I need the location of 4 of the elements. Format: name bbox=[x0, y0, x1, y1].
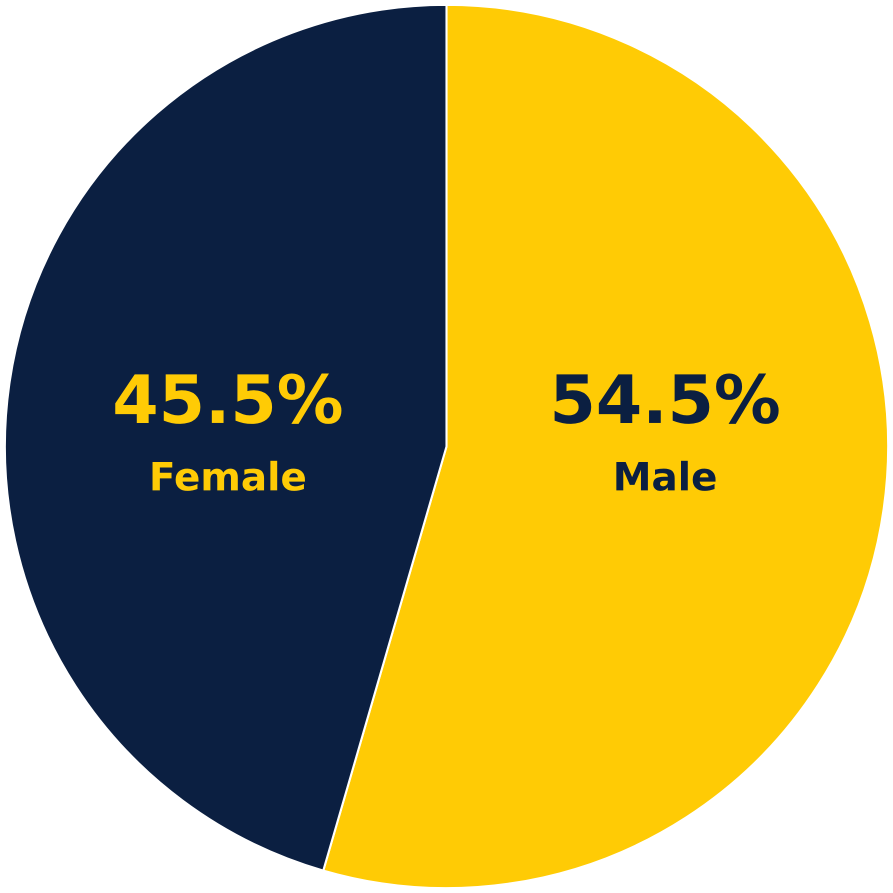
slice-label: Male bbox=[616, 460, 716, 491]
data-label: 54.5% bbox=[554, 373, 779, 424]
data-label: 45.5% bbox=[115, 373, 342, 424]
slice-label: Female bbox=[152, 460, 305, 491]
